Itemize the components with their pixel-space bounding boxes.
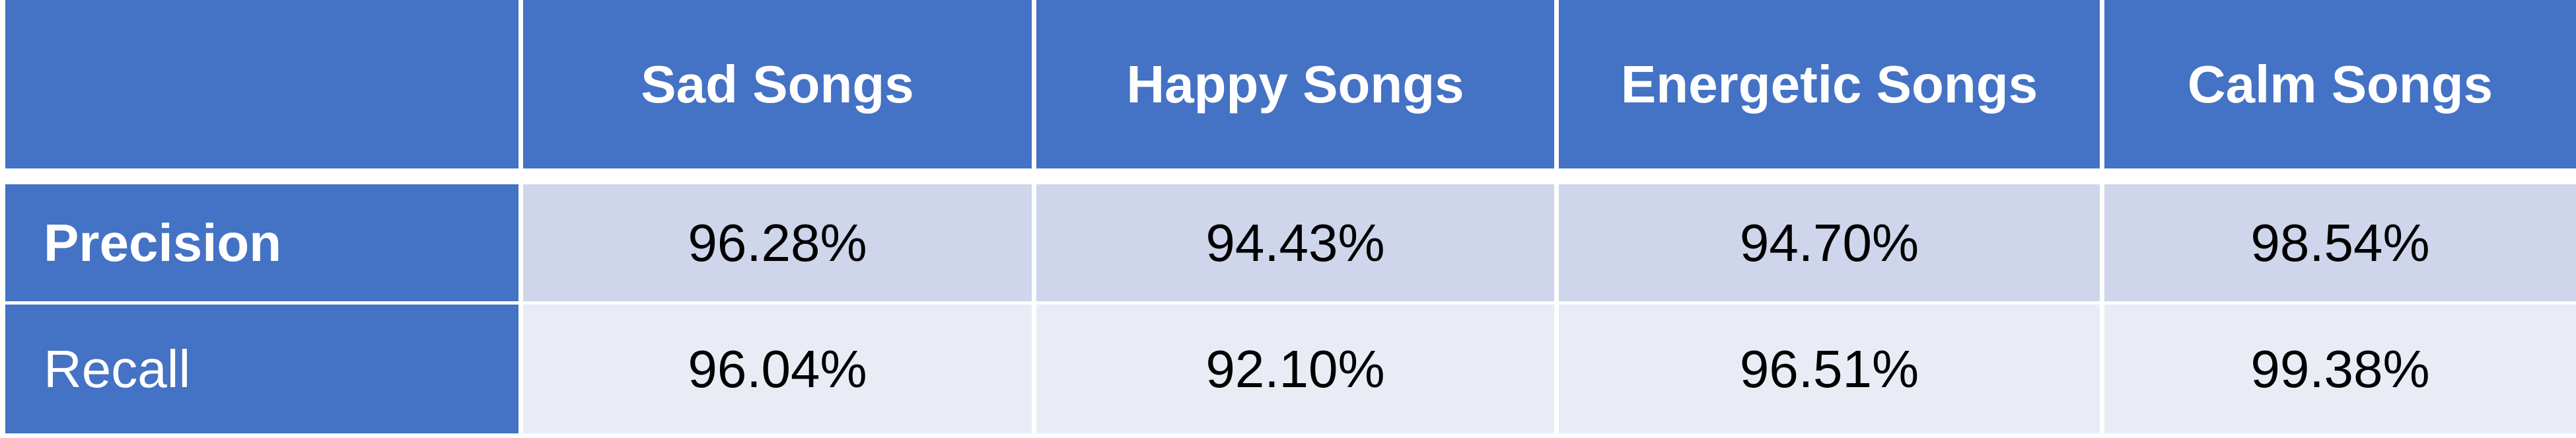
precision-sad-value: 96.28% [523,184,1032,301]
recall-energetic-value: 96.51% [1559,305,2100,433]
precision-calm-value: 98.54% [2104,184,2576,301]
recall-sad-value: 96.04% [523,305,1032,433]
table-header-row: Sad Songs Happy Songs Energetic Songs Ca… [0,0,2576,168]
header-sad-songs: Sad Songs [523,0,1032,168]
header-happy-songs: Happy Songs [1036,0,1554,168]
table-row-precision: Precision 96.28% 94.43% 94.70% 98.54% [0,184,2576,301]
recall-happy-value: 92.10% [1036,305,1554,433]
recall-calm-value: 99.38% [2104,305,2576,433]
precision-happy-value: 94.43% [1036,184,1554,301]
header-empty-cell [5,0,519,168]
precision-energetic-value: 94.70% [1559,184,2100,301]
header-energetic-songs: Energetic Songs [1559,0,2100,168]
row-label-recall: Recall [5,305,519,433]
row-label-precision: Precision [5,184,519,301]
header-calm-songs: Calm Songs [2104,0,2576,168]
table-row-recall: Recall 96.04% 92.10% 96.51% 99.38% [0,305,2576,433]
